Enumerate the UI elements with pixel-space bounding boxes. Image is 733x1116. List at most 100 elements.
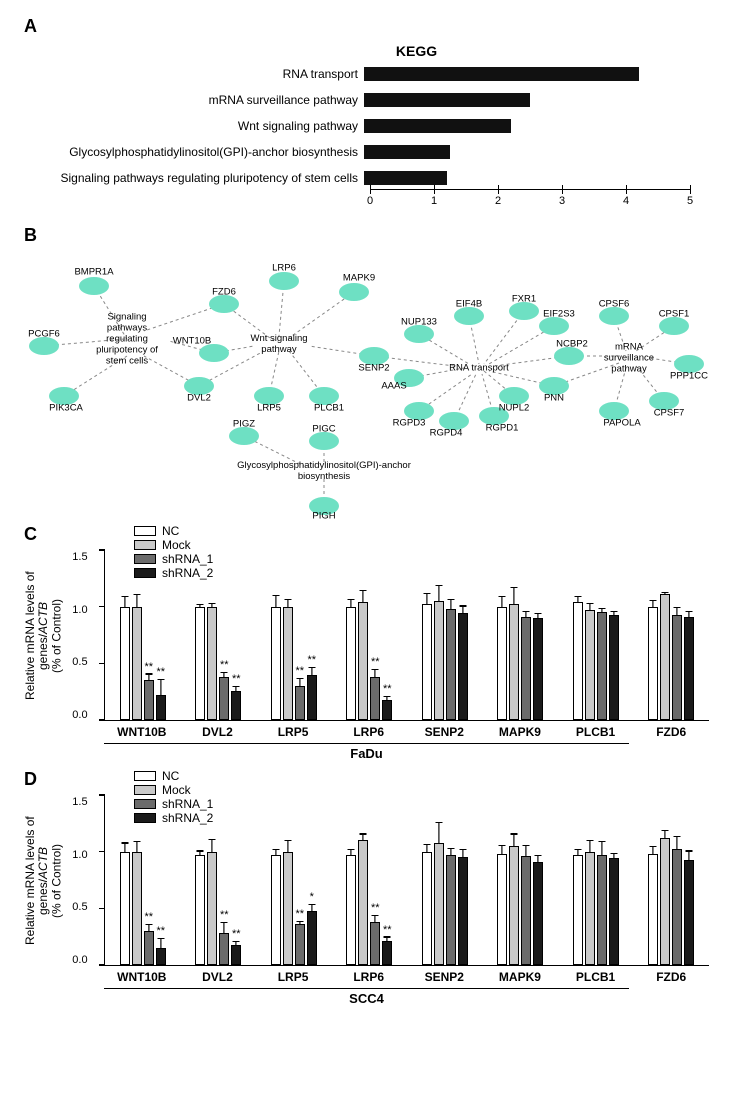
gene-x-label: WNT10B	[104, 721, 180, 739]
gene-x-label: PLCB1	[558, 966, 634, 984]
significance-marker: **	[156, 666, 165, 678]
network-node-label: PCGF6	[28, 329, 60, 340]
gene-group	[407, 551, 483, 720]
panel-a-label: A	[24, 16, 709, 37]
bar: **	[144, 931, 154, 965]
bar	[195, 607, 205, 720]
network-node-label: DVL2	[187, 393, 211, 404]
kegg-row-label: Signaling pathways regulating pluripoten…	[24, 171, 364, 185]
gene-group	[407, 796, 483, 965]
bar: **	[382, 941, 392, 965]
significance-marker: **	[156, 925, 165, 937]
bar	[660, 838, 670, 965]
network-node-label: PIGC	[312, 424, 335, 435]
bar: **	[231, 945, 241, 965]
kegg-bar	[364, 119, 511, 133]
network-node-label: CPSF1	[659, 309, 690, 320]
gene-group: ****	[332, 551, 408, 720]
bar: **	[219, 933, 229, 965]
gene-group	[483, 551, 559, 720]
network-node	[454, 307, 484, 325]
bar	[597, 855, 607, 965]
bar	[609, 615, 619, 720]
network-node	[29, 337, 59, 355]
bar	[195, 855, 205, 965]
network-node-label: FXR1	[512, 294, 536, 305]
bar	[446, 609, 456, 720]
bar	[684, 860, 694, 965]
chart-legend: NCMockshRNA_1shRNA_2	[134, 769, 213, 825]
bar	[271, 855, 281, 965]
kegg-bar	[364, 93, 530, 107]
bar	[132, 852, 142, 965]
network-node	[554, 347, 584, 365]
network-node-label: NCBP2	[556, 339, 588, 350]
bar	[271, 607, 281, 720]
significance-marker: **	[232, 673, 241, 685]
network-node-label: BMPR1A	[74, 267, 113, 278]
network-node	[539, 317, 569, 335]
network-node-label: RGPD3	[393, 418, 426, 429]
gene-group: ****	[256, 551, 332, 720]
network-node-label: CPSF6	[599, 299, 630, 310]
bar	[585, 610, 595, 720]
network-node-label: PIGZ	[233, 419, 255, 430]
gene-x-label: SENP2	[407, 966, 483, 984]
bar	[207, 852, 217, 965]
network-node-label: LRP6	[272, 263, 296, 274]
bar	[358, 602, 368, 720]
network-node	[229, 427, 259, 445]
bar	[597, 612, 607, 720]
bar: **	[370, 677, 380, 720]
network-node-label: FZD6	[212, 287, 236, 298]
gene-x-label: WNT10B	[104, 966, 180, 984]
significance-marker: **	[307, 654, 316, 666]
bar	[120, 607, 130, 720]
bar	[422, 852, 432, 965]
gene-x-label: LRP6	[331, 721, 407, 739]
bar	[458, 613, 468, 720]
significance-marker: **	[220, 909, 229, 921]
kegg-chart: KEGG RNA transportmRNA surveillance path…	[24, 43, 709, 211]
chart-legend: NCMockshRNA_1shRNA_2	[134, 524, 213, 580]
network-node-label: CPSF7	[654, 408, 685, 419]
bar	[672, 849, 682, 965]
bar	[422, 604, 432, 720]
bar: *	[307, 911, 317, 965]
gene-x-label: LRP6	[331, 966, 407, 984]
bar: **	[382, 700, 392, 720]
gene-group	[558, 796, 634, 965]
network-node-label: mRNAsurveillancepathway	[604, 342, 654, 375]
significance-marker: **	[371, 902, 380, 914]
bar	[434, 601, 444, 720]
network-node	[269, 272, 299, 290]
significance-marker: **	[144, 911, 153, 923]
panel-d-label: D	[24, 769, 709, 790]
network-node-label: RGPD4	[430, 428, 463, 439]
gene-x-label: DVL2	[180, 966, 256, 984]
gene-x-label: LRP5	[255, 721, 331, 739]
bar: **	[295, 924, 305, 965]
network-node-label: PNN	[544, 393, 564, 404]
kegg-row-label: mRNA surveillance pathway	[24, 93, 364, 107]
bar	[346, 607, 356, 720]
gene-x-label: LRP5	[255, 966, 331, 984]
bar	[509, 604, 519, 720]
cell-line-label: SCC4	[24, 991, 709, 1006]
network-node-label: PPP1CC	[670, 371, 708, 382]
network-node-label: SENP2	[358, 363, 389, 374]
y-axis-title: Relative mRNA levels ofgenes/ACTB(% of C…	[24, 796, 64, 966]
gene-group	[634, 796, 710, 965]
gene-x-label: FZD6	[633, 721, 709, 739]
kegg-bar	[364, 145, 450, 159]
significance-marker: **	[383, 924, 392, 936]
network-node-label: PLCB1	[314, 403, 344, 414]
network-node	[309, 432, 339, 450]
bar	[672, 615, 682, 720]
kegg-row-label: Wnt signaling pathway	[24, 119, 364, 133]
bar	[533, 862, 543, 965]
network-node	[509, 302, 539, 320]
significance-marker: **	[295, 908, 304, 920]
bar: **	[156, 948, 166, 965]
bar	[609, 858, 619, 965]
